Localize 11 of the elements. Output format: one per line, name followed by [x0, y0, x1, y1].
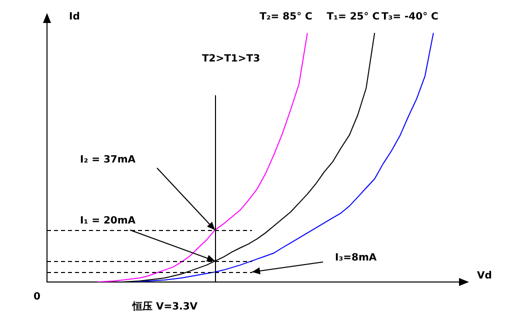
- text: 0: [34, 292, 41, 303]
- annotation: I₁ = 20mA: [80, 216, 136, 227]
- annotation: I₃=8mA: [335, 252, 377, 264]
- series-label: T₂= 85° C: [260, 12, 312, 23]
- y-axis-title: Id: [69, 12, 80, 23]
- series-label: T₁= 25° C: [326, 12, 380, 23]
- annotation: I₂ = 37mA: [80, 154, 136, 166]
- series-label: T₃= -40° C: [381, 12, 438, 23]
- text: 恒压 V=3.3V: [131, 300, 198, 313]
- annotation: T2>T1>T3: [202, 54, 260, 65]
- x-axis-title: Vd: [477, 270, 492, 282]
